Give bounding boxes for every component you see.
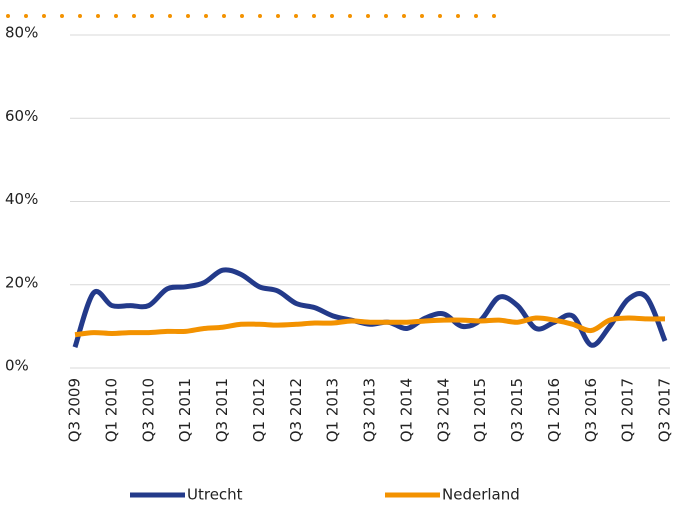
x-tick-label: Q3 2009	[66, 378, 84, 442]
x-tick-label: Q1 2012	[250, 378, 268, 442]
x-tick-label: Q3 2016	[582, 378, 600, 442]
line-series	[74, 315, 666, 338]
x-tick-label: Q3 2013	[361, 378, 379, 442]
y-tick-label: 20%	[5, 273, 38, 291]
legend-label: Utrecht	[187, 486, 243, 504]
line-series	[72, 267, 668, 348]
x-tick-label: Q3 2011	[213, 378, 231, 442]
y-tick-label: 80%	[5, 24, 38, 42]
x-tick-label: Q3 2014	[434, 378, 452, 442]
y-tick-label: 60%	[5, 107, 38, 125]
x-tick-label: Q1 2014	[397, 378, 415, 442]
x-tick-label: Q3 2012	[287, 378, 305, 442]
x-tick-label: Q3 2017	[656, 378, 674, 442]
x-tick-label: Q1 2011	[176, 378, 194, 442]
y-tick-label: 0%	[5, 357, 29, 375]
x-tick-label: Q1 2010	[102, 378, 120, 442]
x-tick-label: Q3 2010	[139, 378, 157, 442]
x-tick-label: Q3 2015	[508, 378, 526, 442]
x-tick-label: Q1 2016	[545, 378, 563, 442]
y-tick-label: 40%	[5, 190, 38, 208]
legend-label: Nederland	[442, 486, 520, 504]
x-tick-label: Q1 2015	[471, 378, 489, 442]
x-tick-label: Q1 2013	[324, 378, 342, 442]
x-tick-label: Q1 2017	[619, 378, 637, 442]
